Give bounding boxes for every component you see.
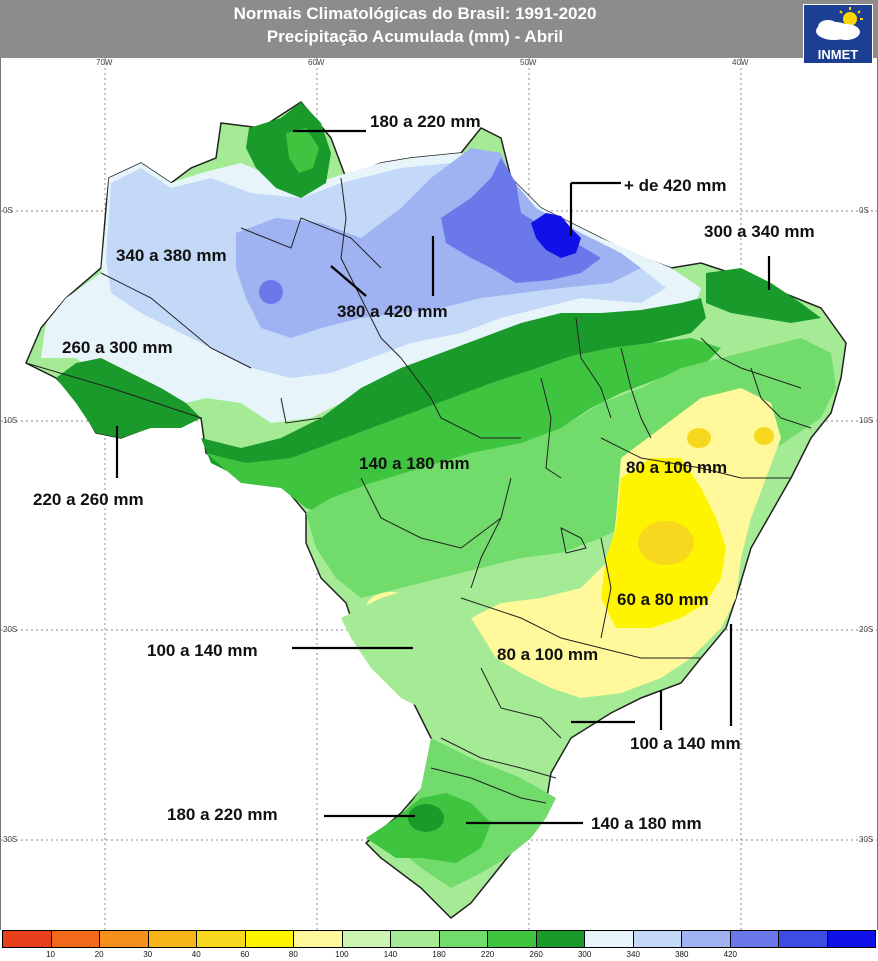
legend-swatch: [3, 931, 52, 947]
legend-swatch: [51, 931, 100, 947]
label-220-260: 220 a 260 mm: [33, 490, 144, 509]
zone-340-380: [236, 148, 641, 338]
label-south-140-180: 140 a 180 mm: [591, 814, 702, 833]
legend-swatch: [779, 931, 828, 947]
legend-tick-label: 30: [143, 950, 153, 959]
lat-label-10s: 10S: [3, 416, 18, 425]
lat-label-20s-right: 20S: [859, 625, 874, 634]
zone-40-60-ne2: [754, 427, 774, 445]
map-title: Normais Climatológicas do Brasil: 1991-2…: [233, 4, 597, 23]
legend-tick-label: 300: [577, 950, 592, 959]
map-panel: 70W 60W 50W 40W 0S 10S 20S 30S 0S 10S 20…: [0, 58, 878, 930]
label-plus-420: + de 420 mm: [624, 176, 727, 195]
sun-cloud-icon: [816, 7, 863, 40]
zone-220-260-west: [56, 358, 201, 438]
legend-swatch: [585, 931, 634, 947]
brazil-precipitation-map: [1, 58, 877, 930]
zone-220-260-south: [408, 804, 444, 832]
legend-swatch: [245, 931, 294, 947]
legend-swatch: [391, 931, 440, 947]
legend-swatch: [633, 931, 682, 947]
label-340-380: 340 a 380 mm: [116, 246, 227, 265]
label-se-80-100: 80 a 100 mm: [497, 645, 599, 664]
legend-tick-label: 20: [94, 950, 104, 959]
legend-tick-label: 80: [288, 950, 298, 959]
lon-label-70w: 70W: [96, 58, 113, 67]
map-subtitle: Precipitação Acumulada (mm) - Abril: [266, 27, 564, 46]
label-60-80: 60 a 80 mm: [617, 590, 709, 609]
label-west-100-140: 100 a 140 mm: [147, 641, 258, 660]
label-ne-80-100: 80 a 100 mm: [626, 458, 728, 477]
zone-180-220-band: [206, 338, 721, 513]
legend-tick-label: 420: [723, 950, 738, 959]
legend-swatch: [682, 931, 731, 947]
legend-bar: [2, 930, 876, 948]
label-coast-100-140: 100 a 140 mm: [630, 734, 741, 753]
lat-label-10s-right: 10S: [859, 416, 874, 425]
label-260-300: 260 a 300 mm: [62, 338, 173, 357]
label-south-180-220: 180 a 220 mm: [167, 805, 278, 824]
zone-100-140-sw: [341, 583, 496, 718]
legend-tick-label: 100: [335, 950, 349, 959]
legend-swatch: [730, 931, 779, 947]
header-bar: Normais Climatológicas do Brasil: 1991-2…: [0, 0, 878, 64]
legend-tick-label: 380: [675, 950, 689, 959]
legend-tick-label: 340: [626, 950, 640, 959]
legend-swatch: [148, 931, 197, 947]
legend-swatch: [294, 931, 343, 947]
logo-text: INMET: [817, 47, 859, 62]
legend-tick-label: 220: [480, 950, 495, 959]
zone-40-60-center: [638, 521, 694, 565]
label-380-420: 380 a 420 mm: [337, 302, 448, 321]
legend-tick-label: 60: [240, 950, 250, 959]
legend-tick-label: 40: [191, 950, 201, 959]
legend-swatch: [827, 931, 875, 947]
legend-swatch: [100, 931, 149, 947]
zone-plus-420: [531, 213, 581, 258]
lon-label-40w: 40W: [732, 58, 749, 67]
legend-tick-label: 180: [432, 950, 446, 959]
legend-swatch: [197, 931, 246, 947]
lat-label-0s-right: 0S: [859, 206, 869, 215]
zone-380-420-spot: [259, 280, 283, 304]
lat-label-30s-right: 30S: [859, 835, 874, 844]
legend-tick-label: 140: [383, 950, 398, 959]
lat-label-20s: 20S: [3, 625, 18, 634]
zone-40-60-ne: [687, 428, 711, 448]
legend-swatch: [536, 931, 585, 947]
lat-label-30s: 30S: [3, 835, 18, 844]
lat-label-0s: 0S: [3, 206, 13, 215]
label-300-340: 300 a 340 mm: [704, 222, 815, 241]
state-borders: [25, 177, 812, 804]
legend-swatch: [488, 931, 537, 947]
lon-label-60w: 60W: [308, 58, 325, 67]
legend-swatch: [439, 931, 488, 947]
legend-swatch: [342, 931, 391, 947]
label-central-140-180: 140 a 180 mm: [359, 454, 470, 473]
label-roraima-180-220: 180 a 220 mm: [370, 112, 481, 131]
legend-tick-label: 260: [529, 950, 543, 959]
lon-label-50w: 50W: [520, 58, 537, 67]
color-scale-legend: 10 20 30 40 60 80 100 140 180 220 260 300 340 380 420: [0, 930, 878, 961]
label-leader-lines: [115, 129, 771, 825]
inmet-logo: INMET: [803, 4, 873, 64]
zone-220-260-coast: [706, 268, 821, 323]
zone-140-180-north: [286, 128, 319, 173]
legend-tick-label: 10: [46, 950, 55, 959]
